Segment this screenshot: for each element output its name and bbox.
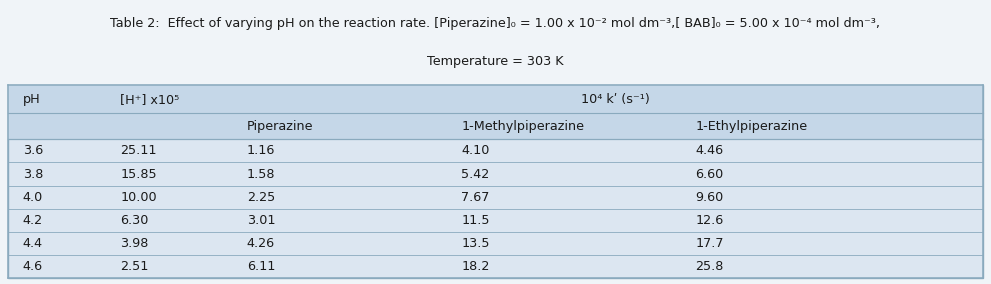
Text: 13.5: 13.5 <box>462 237 490 250</box>
Text: 10.00: 10.00 <box>120 191 157 204</box>
Text: 25.8: 25.8 <box>696 260 723 273</box>
Text: 4.6: 4.6 <box>23 260 43 273</box>
Text: 3.6: 3.6 <box>23 144 43 157</box>
Text: [H⁺] x10⁵: [H⁺] x10⁵ <box>120 93 179 106</box>
Text: 5.42: 5.42 <box>462 168 490 181</box>
Text: 1-Methylpiperazine: 1-Methylpiperazine <box>462 120 585 133</box>
Text: 4.10: 4.10 <box>462 144 490 157</box>
Text: 4.46: 4.46 <box>696 144 723 157</box>
Text: 1-Ethylpiperazine: 1-Ethylpiperazine <box>696 120 808 133</box>
Text: 2.51: 2.51 <box>120 260 149 273</box>
Text: Piperazine: Piperazine <box>247 120 313 133</box>
Text: 1.58: 1.58 <box>247 168 275 181</box>
Text: 6.11: 6.11 <box>247 260 275 273</box>
Text: 4.26: 4.26 <box>247 237 275 250</box>
Text: 4.4: 4.4 <box>23 237 43 250</box>
Text: 7.67: 7.67 <box>462 191 490 204</box>
Text: 17.7: 17.7 <box>696 237 723 250</box>
Text: 10⁴ kʹ (s⁻¹): 10⁴ kʹ (s⁻¹) <box>581 93 649 106</box>
Text: 12.6: 12.6 <box>696 214 723 227</box>
Text: 6.30: 6.30 <box>120 214 149 227</box>
Text: 4.0: 4.0 <box>23 191 43 204</box>
Text: 6.60: 6.60 <box>696 168 723 181</box>
Text: 1.16: 1.16 <box>247 144 275 157</box>
Text: 18.2: 18.2 <box>462 260 490 273</box>
Text: pH: pH <box>23 93 41 106</box>
Text: 3.8: 3.8 <box>23 168 43 181</box>
Text: 3.01: 3.01 <box>247 214 275 227</box>
Text: 25.11: 25.11 <box>120 144 157 157</box>
Text: Temperature = 303 K: Temperature = 303 K <box>427 55 564 68</box>
Text: Table 2:  Effect of varying pH on the reaction rate. [Piperazine]₀ = 1.00 x 10⁻²: Table 2: Effect of varying pH on the rea… <box>111 17 880 30</box>
Text: 15.85: 15.85 <box>120 168 157 181</box>
Text: 3.98: 3.98 <box>120 237 149 250</box>
Text: 2.25: 2.25 <box>247 191 275 204</box>
Text: 9.60: 9.60 <box>696 191 723 204</box>
Text: 4.2: 4.2 <box>23 214 43 227</box>
Text: 11.5: 11.5 <box>462 214 490 227</box>
